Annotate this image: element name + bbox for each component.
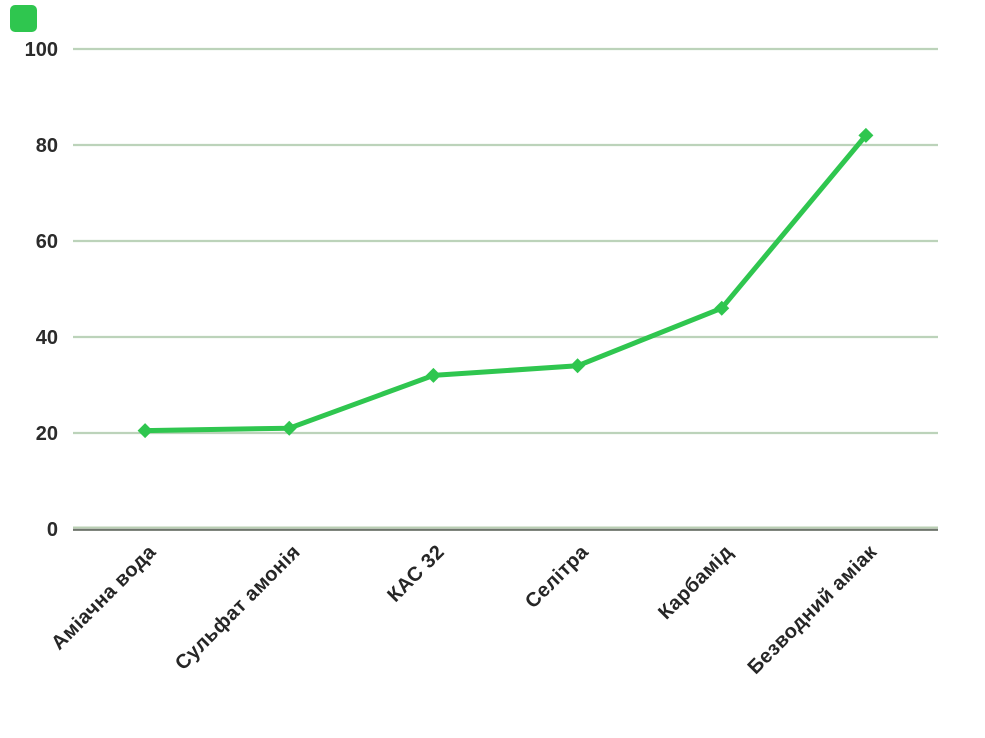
- x-category-label: Сульфат амонія: [171, 541, 305, 675]
- data-point-marker: [570, 358, 586, 374]
- data-point-marker: [858, 127, 874, 143]
- data-point-marker: [281, 420, 297, 436]
- data-point-marker: [425, 367, 441, 383]
- y-tick-label: 0: [47, 519, 58, 541]
- x-category-label: Безводний аміак: [744, 541, 882, 679]
- data-point-marker: [714, 300, 730, 316]
- x-category-label: Аміачна вода: [47, 541, 161, 655]
- data-point-marker: [137, 423, 153, 439]
- y-tick-label: 80: [36, 135, 58, 157]
- y-tick-label: 60: [36, 231, 58, 253]
- brand-mark: [10, 5, 37, 32]
- y-tick-label: 20: [36, 423, 58, 445]
- series-line: [142, 132, 869, 434]
- x-category-label: Селітра: [521, 541, 593, 613]
- x-category-label: Карбамід: [654, 541, 737, 624]
- y-tick-label: 100: [25, 39, 58, 61]
- x-category-label: КАС 32: [383, 541, 449, 607]
- y-tick-label: 40: [36, 327, 58, 349]
